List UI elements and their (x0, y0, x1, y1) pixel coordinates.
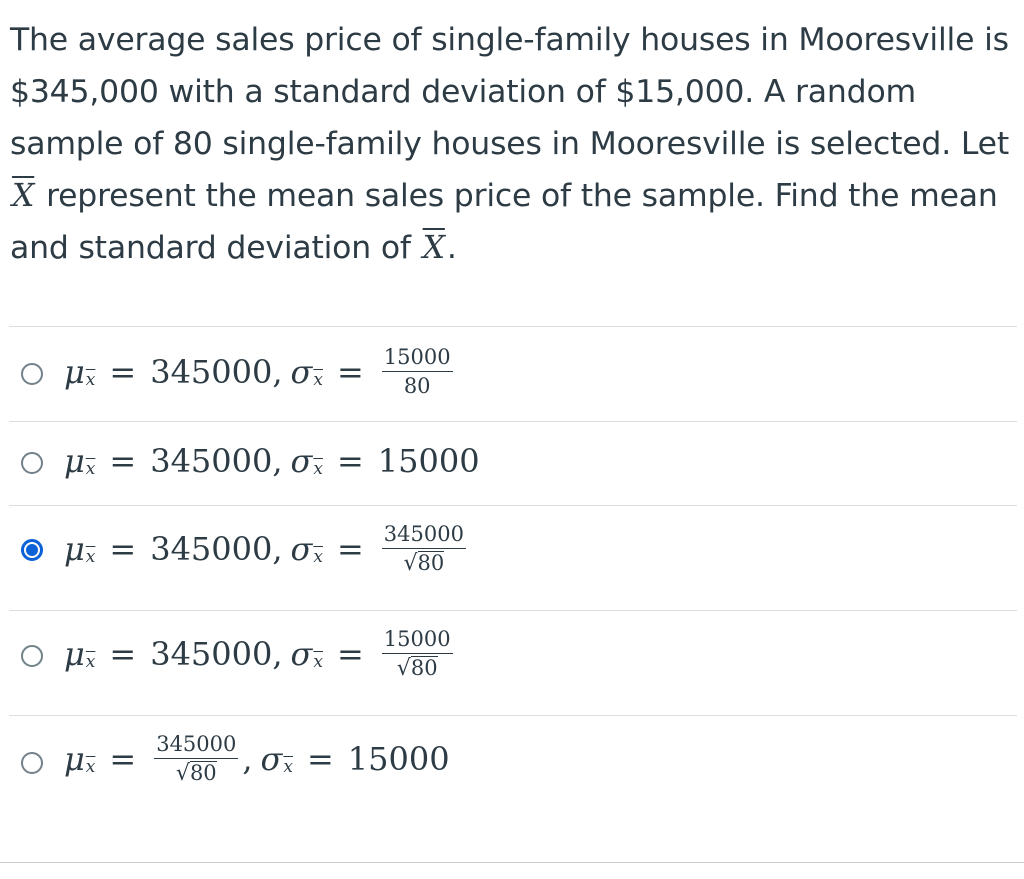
fraction-denominator: 80 (403, 374, 431, 398)
fraction-denominator: √ 80 (176, 759, 217, 785)
x-bar-subscript: x (85, 459, 96, 479)
sigma-fraction: 345000 √ 80 (381, 522, 466, 577)
comma: , (272, 529, 283, 568)
sigma-symbol: σ (290, 442, 313, 480)
question-part-3: . (446, 230, 457, 266)
x-bar-subscript: x (313, 651, 323, 672)
x-bar-subscript: x (85, 756, 96, 777)
sigma-value: 15000 (377, 442, 480, 480)
mu-symbol: μ (64, 634, 85, 673)
sqrt-icon: √ (396, 656, 411, 682)
equals-sign: = (109, 442, 137, 480)
x-bar-subscript: x (313, 369, 323, 390)
fraction-numerator: 15000 (381, 627, 453, 654)
equals-sign: = (336, 529, 364, 568)
sqrt-icon: √ (175, 761, 190, 787)
equals-sign: = (109, 634, 137, 673)
equals-sign: = (336, 352, 364, 391)
comma: , (272, 442, 283, 480)
radio-button-selected[interactable] (21, 539, 43, 561)
fraction-numerator: 345000 (381, 522, 466, 549)
sigma-symbol: σ (290, 352, 313, 391)
radicand: 80 (189, 761, 217, 785)
radicand: 80 (410, 656, 438, 680)
comma: , (272, 352, 283, 391)
mu-fraction: 345000 √ 80 (154, 732, 239, 785)
mu-value: 345000 (150, 352, 273, 391)
radicand: 80 (417, 551, 445, 575)
bottom-divider (0, 862, 1024, 863)
sigma-value: 15000 (347, 739, 450, 778)
fraction-denominator: √ 80 (403, 549, 445, 577)
comma: , (242, 739, 253, 778)
x-bar-symbol: X (12, 178, 35, 214)
radio-button[interactable] (21, 645, 43, 667)
mu-symbol: μ (64, 352, 85, 391)
radio-button[interactable] (21, 363, 43, 385)
fraction-numerator: 345000 (154, 732, 239, 759)
mu-value: 345000 (150, 634, 273, 673)
x-bar-symbol: X (422, 230, 445, 266)
x-bar-subscript: x (85, 369, 96, 390)
equals-sign: = (109, 739, 137, 778)
sigma-symbol: σ (290, 529, 313, 568)
mu-symbol: μ (64, 442, 85, 480)
fraction-numerator: 15000 (381, 345, 453, 372)
x-bar-subscript: x (313, 546, 323, 567)
fraction-denominator: √ 80 (397, 654, 438, 680)
comma: , (272, 634, 283, 673)
mu-value: 345000 (150, 442, 273, 480)
equals-sign: = (336, 442, 364, 480)
sigma-symbol: σ (260, 739, 283, 778)
equals-sign: = (109, 352, 137, 391)
mu-value: 345000 (150, 529, 273, 568)
radio-button[interactable] (21, 752, 43, 774)
equals-sign: = (336, 634, 364, 673)
mu-symbol: μ (64, 739, 85, 778)
sigma-fraction: 15000 √ 80 (381, 627, 453, 680)
question-part-2: represent the mean sales price of the sa… (10, 178, 998, 266)
x-bar-subscript: x (85, 651, 96, 672)
x-bar-subscript: x (313, 459, 323, 479)
radio-button[interactable] (21, 452, 43, 474)
question-part-1: The average sales price of single-family… (10, 22, 1009, 162)
equals-sign: = (109, 529, 137, 568)
question-text: The average sales price of single-family… (10, 14, 1020, 274)
mu-symbol: μ (64, 529, 85, 568)
sigma-fraction: 15000 80 (381, 345, 453, 398)
x-bar-subscript: x (85, 546, 96, 567)
sigma-symbol: σ (290, 634, 313, 673)
x-bar-subscript: x (283, 756, 293, 777)
sqrt-icon: √ (403, 551, 418, 577)
equals-sign: = (306, 739, 334, 778)
